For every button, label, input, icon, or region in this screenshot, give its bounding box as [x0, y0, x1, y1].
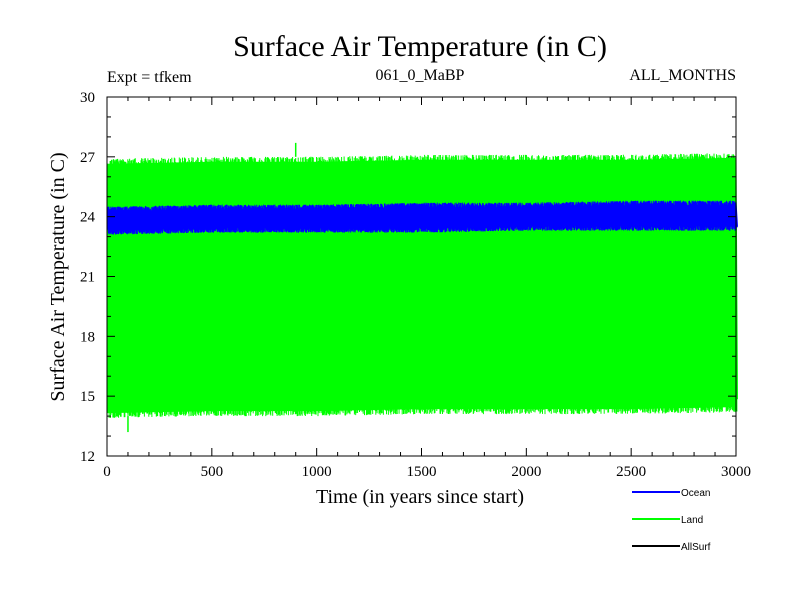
chart-title: Surface Air Temperature (in C): [233, 30, 607, 63]
x-tick-label: 3000: [721, 464, 751, 480]
x-axis-label: Time (in years since start): [316, 486, 524, 508]
series-land: [106, 142, 738, 433]
legend-label-allsurf: AllSurf: [681, 542, 711, 553]
legend-label-land: Land: [681, 515, 703, 526]
x-tick-label: 2000: [511, 464, 541, 480]
x-tick-label: 2500: [616, 464, 646, 480]
y-axis: 12 15 18 21 24 27 30: [80, 90, 736, 465]
y-tick-label: 24: [80, 210, 96, 226]
legend-label-ocean: Ocean: [681, 488, 710, 499]
x-tick-label: 1500: [407, 464, 437, 480]
series-ocean: [106, 200, 738, 235]
period-label: 061_0_MaBP: [376, 67, 465, 84]
y-tick-label: 18: [80, 329, 95, 345]
series-line-land: [106, 153, 738, 419]
y-tick-label: 30: [80, 90, 95, 106]
plot-area: [106, 96, 738, 457]
series-line-ocean: [106, 200, 738, 235]
experiment-label: Expt = tfkem: [107, 69, 192, 86]
x-tick-label: 0: [103, 464, 111, 480]
y-tick-label: 15: [80, 389, 95, 405]
x-tick-label: 1000: [302, 464, 332, 480]
y-tick-label: 27: [80, 150, 96, 166]
y-tick-label: 21: [80, 270, 95, 286]
x-tick-label: 500: [201, 464, 224, 480]
legend: Ocean Land AllSurf: [632, 488, 711, 553]
x-axis: 0 500 1000 1500 2000 2500 3000: [103, 97, 751, 480]
y-axis-label: Surface Air Temperature (in C): [47, 152, 69, 401]
months-label: ALL_MONTHS: [629, 67, 736, 84]
y-tick-label: 12: [80, 449, 95, 465]
